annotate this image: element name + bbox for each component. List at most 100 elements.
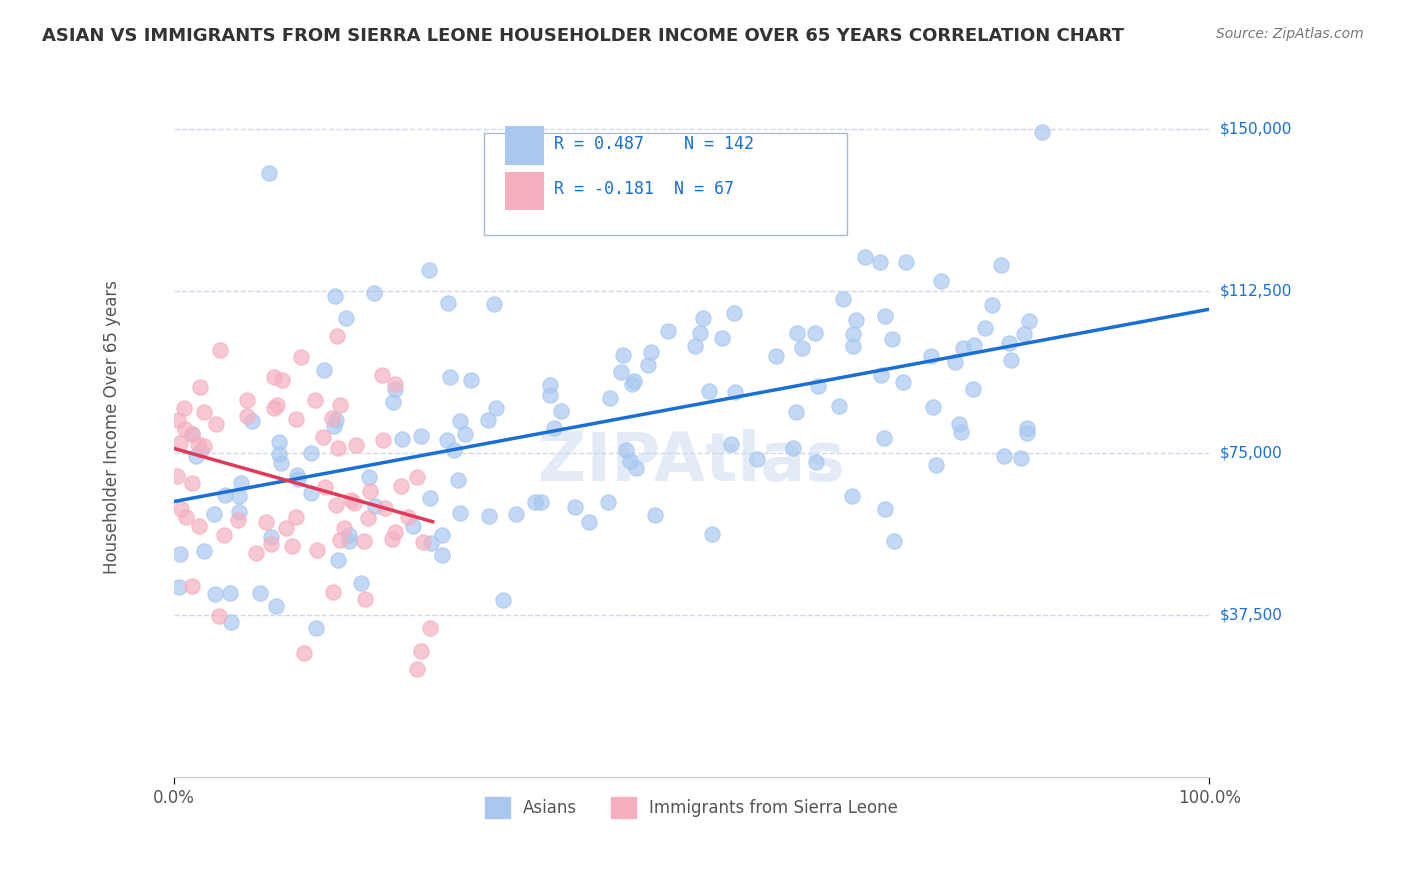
Point: [329, 533, 352, 548]
Point: [807, 378, 830, 392]
Point: [344, 437, 367, 451]
Text: Source: ZipAtlas.com: Source: ZipAtlas.com: [1216, 27, 1364, 41]
Point: [274, 521, 297, 535]
Point: [616, 442, 638, 457]
Point: [418, 263, 440, 277]
Point: [322, 585, 344, 599]
Point: [169, 436, 191, 450]
Point: [285, 411, 308, 425]
Point: [644, 508, 666, 522]
Point: [697, 384, 720, 398]
Point: [530, 495, 553, 509]
Point: [169, 547, 191, 561]
Point: [460, 373, 482, 387]
Point: [359, 483, 381, 498]
Point: [254, 515, 277, 529]
Point: [240, 415, 263, 429]
Point: [543, 421, 565, 435]
Point: [845, 313, 868, 327]
Point: [683, 339, 706, 353]
Point: [449, 506, 471, 520]
Point: [875, 309, 897, 323]
Point: [998, 335, 1021, 350]
Point: [257, 166, 280, 180]
Point: [357, 511, 380, 525]
Point: [396, 510, 419, 524]
Point: [950, 425, 973, 440]
Point: [167, 413, 190, 427]
Point: [231, 476, 253, 491]
Point: [260, 537, 283, 551]
Text: R = 0.487    N = 142: R = 0.487 N = 142: [554, 135, 754, 153]
Point: [290, 350, 312, 364]
Point: [990, 259, 1012, 273]
Point: [1010, 450, 1032, 465]
Point: [993, 449, 1015, 463]
Point: [187, 437, 209, 451]
Point: [880, 332, 903, 346]
Text: ZIPAtlas: ZIPAtlas: [538, 429, 845, 495]
Point: [214, 528, 236, 542]
Point: [436, 434, 458, 448]
Point: [870, 368, 893, 382]
Point: [1012, 327, 1035, 342]
Point: [245, 546, 267, 560]
Point: [873, 502, 896, 516]
Point: [853, 250, 876, 264]
Point: [538, 378, 561, 392]
Point: [477, 413, 499, 427]
Point: [447, 473, 470, 487]
Point: [929, 274, 952, 288]
Point: [335, 311, 357, 326]
Point: [193, 405, 215, 419]
Point: [299, 486, 322, 500]
Point: [353, 533, 375, 548]
Point: [419, 536, 441, 550]
Point: [371, 368, 394, 382]
Point: [485, 401, 508, 415]
Text: $112,500: $112,500: [1219, 284, 1292, 299]
Point: [281, 539, 304, 553]
FancyBboxPatch shape: [505, 127, 544, 165]
Point: [193, 439, 215, 453]
Point: [325, 329, 347, 343]
Point: [184, 449, 207, 463]
Point: [430, 549, 453, 563]
Text: $37,500: $37,500: [1219, 607, 1282, 623]
Point: [174, 422, 197, 436]
Point: [962, 383, 984, 397]
Point: [610, 365, 633, 379]
Point: [312, 430, 335, 444]
Point: [550, 403, 572, 417]
Point: [364, 499, 387, 513]
Point: [612, 348, 634, 362]
Point: [943, 355, 966, 369]
Point: [384, 376, 406, 391]
FancyBboxPatch shape: [485, 134, 846, 235]
Point: [214, 488, 236, 502]
Point: [271, 373, 294, 387]
Point: [790, 341, 813, 355]
Point: [765, 349, 787, 363]
Point: [188, 518, 211, 533]
Point: [180, 475, 202, 490]
Point: [228, 504, 250, 518]
Point: [391, 432, 413, 446]
Point: [350, 575, 373, 590]
Point: [920, 349, 942, 363]
Point: [869, 255, 891, 269]
Point: [640, 345, 662, 359]
Point: [270, 456, 292, 470]
Point: [922, 400, 945, 414]
Point: [692, 310, 714, 325]
Point: [181, 579, 204, 593]
Point: [384, 382, 406, 396]
Point: [409, 644, 432, 658]
Point: [321, 410, 343, 425]
Point: [207, 609, 229, 624]
Text: $75,000: $75,000: [1219, 446, 1282, 460]
Point: [299, 446, 322, 460]
Point: [236, 392, 259, 407]
Point: [437, 296, 460, 310]
Point: [963, 338, 986, 352]
